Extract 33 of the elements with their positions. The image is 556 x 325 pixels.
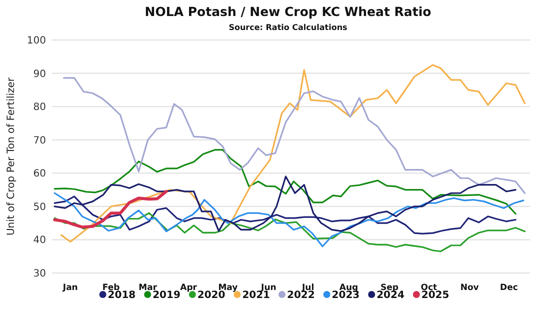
x-tick-label: Nov [460,283,480,293]
line-series [54,176,516,232]
line-series [53,190,168,229]
y-tick-label: 50 [33,202,46,213]
x-tick-label: Dec [500,283,518,293]
y-tick-label: 90 [33,68,46,80]
y-tick-label: 30 [33,268,46,280]
legend-label: 2020 [197,290,226,301]
y-tick-label: 40 [33,235,46,246]
chart-title: NOLA Potash / New Crop KC Wheat Ratio [144,4,432,19]
legend-label: 2023 [332,290,360,301]
legend-label: 2019 [152,290,180,301]
x-tick-label: Apr [180,283,198,293]
y-axis-title: Unit of Crop Per Ton of Fertilizer [6,76,17,236]
legend-label: 2025 [421,290,450,301]
y-tick-label: 60 [33,168,46,180]
legend-label: 2022 [287,290,315,301]
legend-label: 2024 [376,290,404,301]
x-tick-label: Jan [62,283,78,293]
y-tick-label: 70 [33,135,46,146]
y-tick-label: 100 [26,36,46,46]
line-series [54,196,516,235]
line-series [54,192,524,248]
y-tick-label: 80 [33,102,46,114]
x-tick-label: May [218,283,238,293]
x-tick-label: Jul [301,283,314,293]
legend-label: 2021 [242,290,270,301]
chart-subtitle: Source: Ratio Calculations [228,23,348,32]
legend-label: 2018 [108,290,136,301]
line-series [54,149,516,215]
line-series [54,212,526,252]
line-series [60,64,526,243]
line-series [63,77,526,194]
